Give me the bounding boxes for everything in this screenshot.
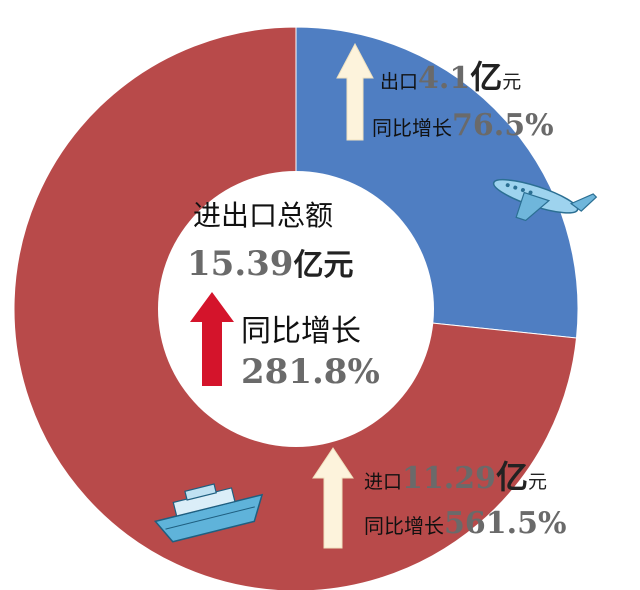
- total-up-arrow-icon: [190, 292, 234, 386]
- export-growth-label: 同比增长: [372, 116, 452, 140]
- center-growth-value: 281.8%: [241, 352, 380, 392]
- import-up-arrow-icon: [312, 447, 354, 549]
- import-value: 11.29: [402, 461, 496, 496]
- export-value: 4.1: [418, 61, 471, 96]
- import-label: 进口11.29亿元: [364, 452, 547, 498]
- import-unit-yi: 亿: [495, 458, 528, 496]
- import-growth-label: 同比增长: [364, 514, 444, 538]
- center-title: 进出口总额: [193, 199, 334, 232]
- export-name: 出口: [380, 71, 419, 93]
- export-growth-value: 76.5%: [452, 108, 554, 143]
- center-total-value: 15.39: [187, 244, 294, 284]
- center-total-unit: 亿元: [293, 248, 354, 283]
- center-total: 15.39亿元: [187, 240, 353, 284]
- export-unit-yi: 亿: [470, 58, 503, 96]
- import-unit-yuan: 元: [527, 471, 547, 493]
- export-unit-yuan: 元: [502, 71, 522, 93]
- export-growth: 同比增长76.5%: [372, 108, 554, 143]
- import-name: 进口: [364, 471, 403, 493]
- donut-hole: [158, 171, 434, 447]
- ship-icon: [153, 483, 264, 543]
- export-up-arrow-icon: [336, 42, 374, 141]
- airplane-icon: [492, 178, 598, 222]
- export-label: 出口4.1亿元: [380, 52, 521, 98]
- import-growth-value: 561.5%: [444, 506, 567, 541]
- center-growth-label: 同比增长: [241, 314, 361, 349]
- import-growth: 同比增长561.5%: [364, 506, 566, 541]
